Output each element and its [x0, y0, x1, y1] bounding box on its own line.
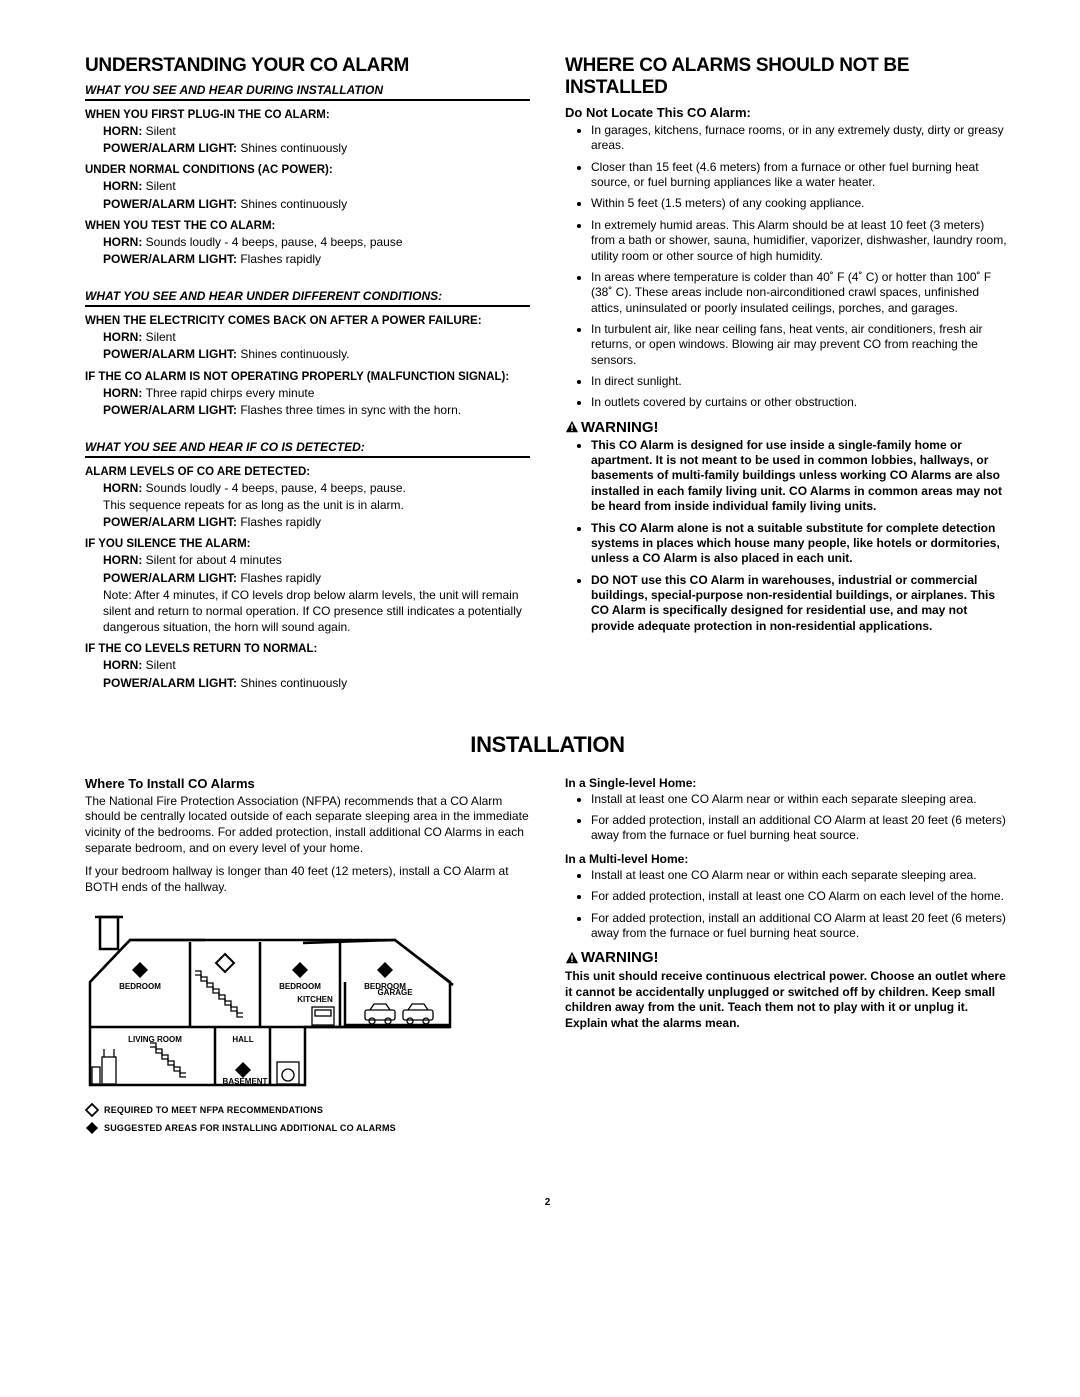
where-install-subhead: Where To Install CO Alarms [85, 776, 530, 791]
legend-suggested-text: SUGGESTED AREAS FOR INSTALLING ADDITIONA… [104, 1123, 396, 1133]
room-garage: GARAGE [377, 988, 413, 997]
room-bedroom-1: BEDROOM [119, 982, 161, 991]
list-item: In areas where temperature is colder tha… [591, 270, 1010, 316]
group-header: WHAT YOU SEE AND HEAR DURING INSTALLATIO… [85, 83, 530, 101]
top-columns: UNDERSTANDING YOUR CO ALARM WHAT YOU SEE… [85, 55, 1010, 692]
condition-body: HORN: Sounds loudly - 4 beeps, pause, 4 … [85, 480, 530, 531]
list-item: Install at least one CO Alarm near or wi… [591, 792, 1010, 807]
warning-label: WARNING! [581, 419, 659, 436]
installation-title: INSTALLATION [85, 732, 1010, 758]
legend-suggested: SUGGESTED AREAS FOR INSTALLING ADDITIONA… [85, 1121, 530, 1135]
room-basement: BASEMENT [223, 1077, 268, 1086]
single-level-title: In a Single-level Home: [565, 776, 1010, 790]
list-item: Closer than 15 feet (4.6 meters) from a … [591, 160, 1010, 191]
warning-heading-2: WARNING! [565, 949, 1010, 966]
room-living: LIVING ROOM [128, 1035, 182, 1044]
list-item: Within 5 feet (1.5 meters) of any cookin… [591, 196, 1010, 211]
list-item: For added protection, install an additio… [591, 911, 1010, 942]
understanding-section: UNDERSTANDING YOUR CO ALARM WHAT YOU SEE… [85, 55, 530, 692]
warning-label: WARNING! [581, 949, 659, 966]
condition-body: HORN: SilentPOWER/ALARM LIGHT: Shines co… [85, 123, 530, 156]
install-right: In a Single-level Home: Install at least… [565, 770, 1010, 1138]
list-item: In turbulent air, like near ceiling fans… [591, 322, 1010, 368]
condition-body: HORN: SilentPOWER/ALARM LIGHT: Shines co… [85, 657, 530, 690]
do-not-locate-list: In garages, kitchens, furnace rooms, or … [565, 123, 1010, 411]
list-item: In garages, kitchens, furnace rooms, or … [591, 123, 1010, 154]
warning-icon [565, 420, 579, 434]
manual-page: UNDERSTANDING YOUR CO ALARM WHAT YOU SEE… [0, 0, 1080, 1248]
room-hall: HALL [232, 1035, 253, 1044]
list-item: In outlets covered by curtains or other … [591, 395, 1010, 410]
list-item: DO NOT use this CO Alarm in warehouses, … [591, 573, 1010, 634]
list-item: This CO Alarm alone is not a suitable su… [591, 521, 1010, 567]
install-para-1: The National Fire Protection Association… [85, 794, 530, 856]
condition-body: HORN: SilentPOWER/ALARM LIGHT: Shines co… [85, 178, 530, 211]
group-header: WHAT YOU SEE AND HEAR UNDER DIFFERENT CO… [85, 289, 530, 307]
room-kitchen: KITCHEN [297, 995, 333, 1004]
list-item: In extremely humid areas. This Alarm sho… [591, 218, 1010, 264]
legend-required: REQUIRED TO MEET NFPA RECOMMENDATIONS [85, 1103, 530, 1117]
condition-title: WHEN THE ELECTRICITY COMES BACK ON AFTER… [85, 315, 530, 327]
condition-title: IF YOU SILENCE THE ALARM: [85, 538, 530, 550]
condition-title: UNDER NORMAL CONDITIONS (AC POWER): [85, 164, 530, 176]
warning-text-2: This unit should receive continuous elec… [565, 969, 1010, 1031]
room-bedroom-2: BEDROOM [279, 982, 321, 991]
house-diagram: BEDROOM BEDROOM BEDROOM LIVING ROOM HALL… [85, 907, 530, 1097]
diamond-filled-icon [85, 1121, 99, 1135]
page-number: 2 [85, 1197, 1010, 1208]
list-item: In direct sunlight. [591, 374, 1010, 389]
understanding-title: UNDERSTANDING YOUR CO ALARM [85, 55, 530, 77]
list-item: For added protection, install an additio… [591, 813, 1010, 844]
legend-required-text: REQUIRED TO MEET NFPA RECOMMENDATIONS [104, 1105, 323, 1115]
list-item: For added protection, install at least o… [591, 889, 1010, 904]
warning-heading-1: WARNING! [565, 419, 1010, 436]
group-header: WHAT YOU SEE AND HEAR IF CO IS DETECTED: [85, 440, 530, 458]
condition-title: IF THE CO LEVELS RETURN TO NORMAL: [85, 643, 530, 655]
list-item: Install at least one CO Alarm near or wi… [591, 868, 1010, 883]
diamond-outline-icon [85, 1103, 99, 1117]
condition-title: IF THE CO ALARM IS NOT OPERATING PROPERL… [85, 371, 530, 383]
house-svg: BEDROOM BEDROOM BEDROOM LIVING ROOM HALL… [85, 907, 455, 1092]
warning-list-1: This CO Alarm is designed for use inside… [565, 438, 1010, 634]
install-left: Where To Install CO Alarms The National … [85, 770, 530, 1138]
warning-icon [565, 951, 579, 965]
condition-body: HORN: Sounds loudly - 4 beeps, pause, 4 … [85, 234, 530, 267]
not-install-title: WHERE CO ALARMS SHOULD NOT BE INSTALLED [565, 55, 1010, 99]
installation-columns: Where To Install CO Alarms The National … [85, 770, 1010, 1138]
condition-body: HORN: SilentPOWER/ALARM LIGHT: Shines co… [85, 329, 530, 362]
install-para-2: If your bedroom hallway is longer than 4… [85, 864, 530, 895]
do-not-locate-subhead: Do Not Locate This CO Alarm: [565, 105, 1010, 120]
list-item: This CO Alarm is designed for use inside… [591, 438, 1010, 515]
condition-body: HORN: Silent for about 4 minutesPOWER/AL… [85, 552, 530, 635]
condition-title: ALARM LEVELS OF CO ARE DETECTED: [85, 466, 530, 478]
condition-title: WHEN YOU TEST THE CO ALARM: [85, 220, 530, 232]
multi-level-title: In a Multi-level Home: [565, 852, 1010, 866]
single-level-list: Install at least one CO Alarm near or wi… [565, 792, 1010, 844]
not-install-section: WHERE CO ALARMS SHOULD NOT BE INSTALLED … [565, 55, 1010, 692]
multi-level-list: Install at least one CO Alarm near or wi… [565, 868, 1010, 941]
condition-body: HORN: Three rapid chirps every minutePOW… [85, 385, 530, 418]
condition-title: WHEN YOU FIRST PLUG-IN THE CO ALARM: [85, 109, 530, 121]
